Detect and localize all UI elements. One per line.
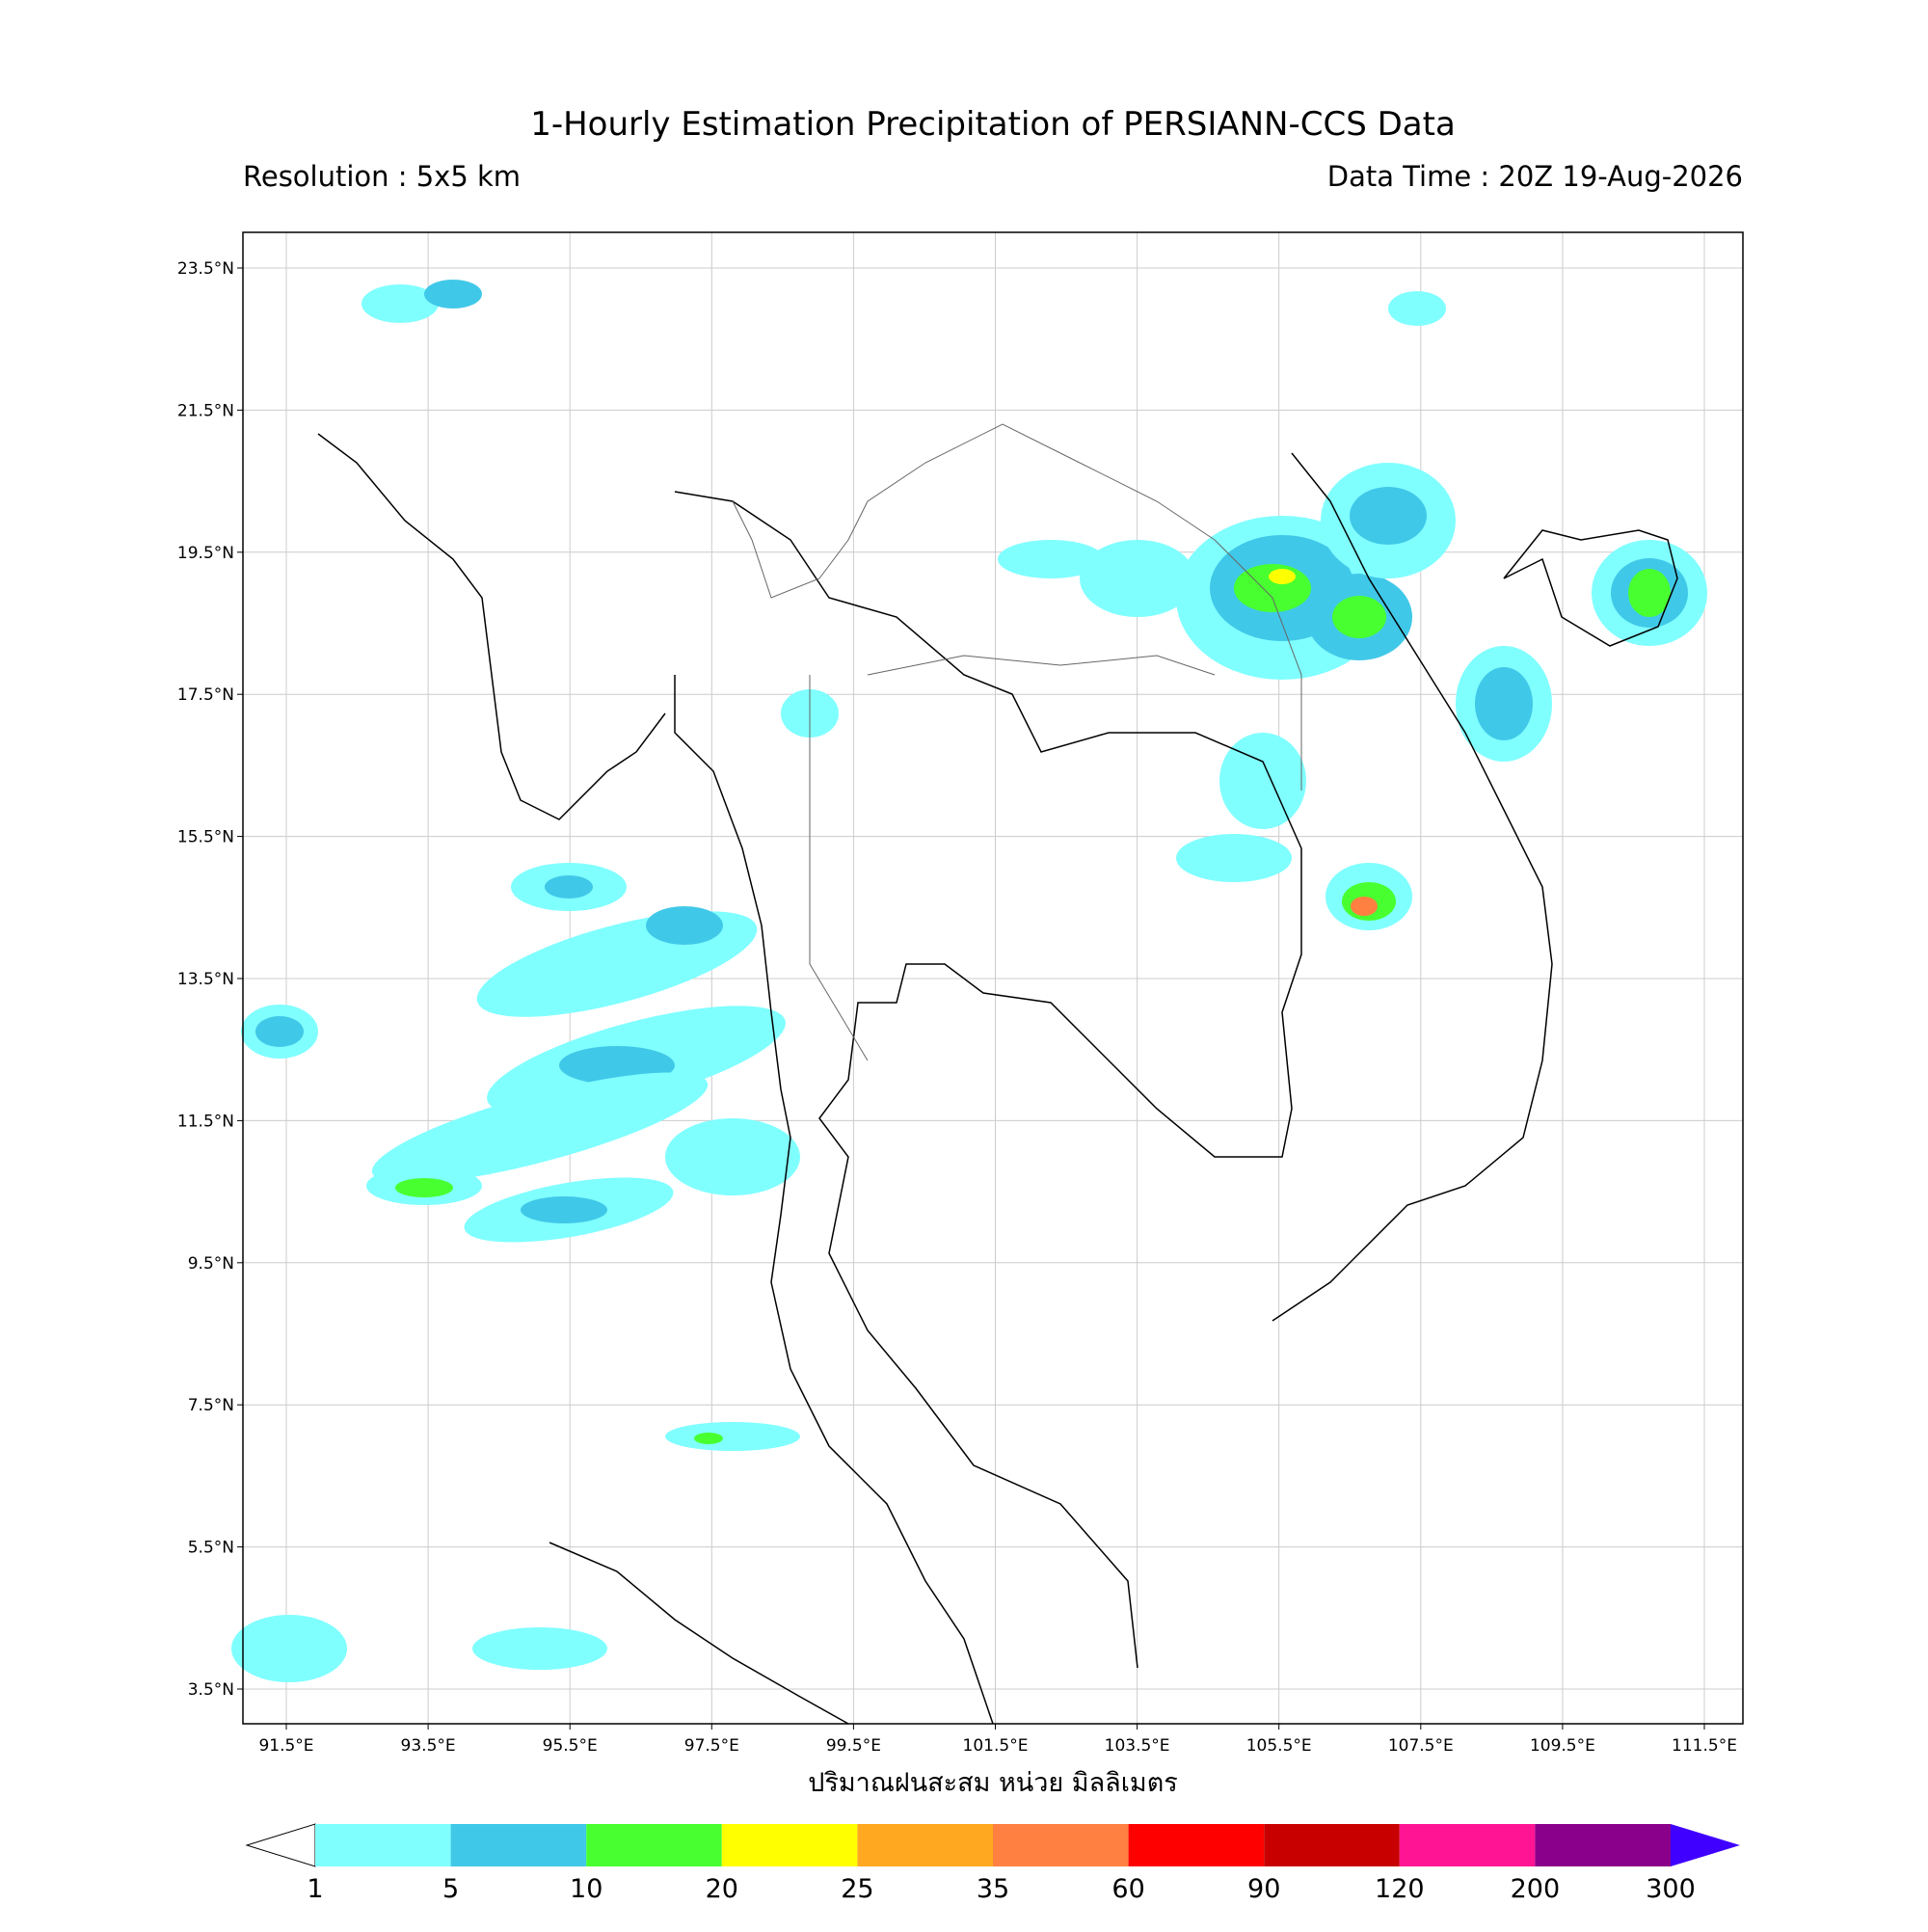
over-triangle (1671, 1824, 1740, 1866)
lat-label: 3.5°N (188, 1680, 234, 1700)
under-triangle (245, 1823, 316, 1867)
lon-label: 99.5°E (826, 1736, 881, 1756)
level-label: 120 (1375, 1874, 1425, 1904)
level-label: 300 (1646, 1874, 1696, 1904)
color-box (1399, 1824, 1536, 1866)
grid (237, 232, 1743, 1730)
level-label: 60 (1111, 1874, 1144, 1904)
lat-label: 21.5°N (177, 401, 234, 420)
lat-label: 5.5°N (188, 1539, 234, 1558)
lon-label: 109.5°E (1530, 1736, 1595, 1756)
lon-label: 101.5°E (963, 1736, 1029, 1756)
color-box (315, 1824, 451, 1866)
resolution: Resolution : 5x5 km (243, 160, 521, 193)
map-frame (242, 231, 1744, 1725)
rain (231, 280, 1707, 1682)
data-time: Data Time : 20Z 19-Aug-2026 (1327, 160, 1743, 193)
lat-label: 15.5°N (177, 828, 234, 847)
color-box (1535, 1824, 1671, 1866)
lon-label: 107.5°E (1388, 1736, 1454, 1756)
level-label: 5 (442, 1874, 459, 1904)
level-label: 35 (977, 1874, 1009, 1904)
x-label: ปริมาณฝนสะสม หน่วย มิลลิเมตร (808, 1768, 1178, 1798)
lon-label: 105.5°E (1246, 1736, 1312, 1756)
lon-label: 93.5°E (401, 1736, 456, 1756)
lon-label: 91.5°E (258, 1736, 313, 1756)
lat-label: 13.5°N (177, 970, 234, 989)
color-box (857, 1824, 993, 1866)
title: 1-Hourly Estimation Precipitation of PER… (530, 105, 1456, 144)
lat-label: 7.5°N (188, 1396, 234, 1415)
level-label: 25 (841, 1874, 873, 1904)
level-label: 200 (1511, 1874, 1561, 1904)
level-label: 10 (570, 1874, 602, 1904)
lon-label: 111.5°E (1672, 1736, 1737, 1756)
colorbar: 1 5 10 20 25 35 60 90 120 200 300 (245, 1823, 1740, 1904)
level-label: 90 (1247, 1874, 1280, 1904)
color-box (586, 1824, 722, 1866)
lon-label: 95.5°E (543, 1736, 598, 1756)
lat-label: 19.5°N (177, 544, 234, 563)
level-label: 1 (307, 1874, 323, 1904)
lon-label: 103.5°E (1105, 1736, 1170, 1756)
color-box (1264, 1824, 1400, 1866)
lat-label: 11.5°N (177, 1112, 234, 1131)
lat-label: 17.5°N (177, 685, 234, 705)
color-box (993, 1824, 1129, 1866)
lon-label: 97.5°E (684, 1736, 739, 1756)
color-box (450, 1824, 587, 1866)
color-box (1128, 1824, 1265, 1866)
lat-label: 23.5°N (177, 259, 234, 279)
color-box (721, 1824, 858, 1866)
level-label: 20 (706, 1874, 738, 1904)
lat-label: 9.5°N (188, 1254, 234, 1274)
coastline (317, 423, 1678, 1725)
